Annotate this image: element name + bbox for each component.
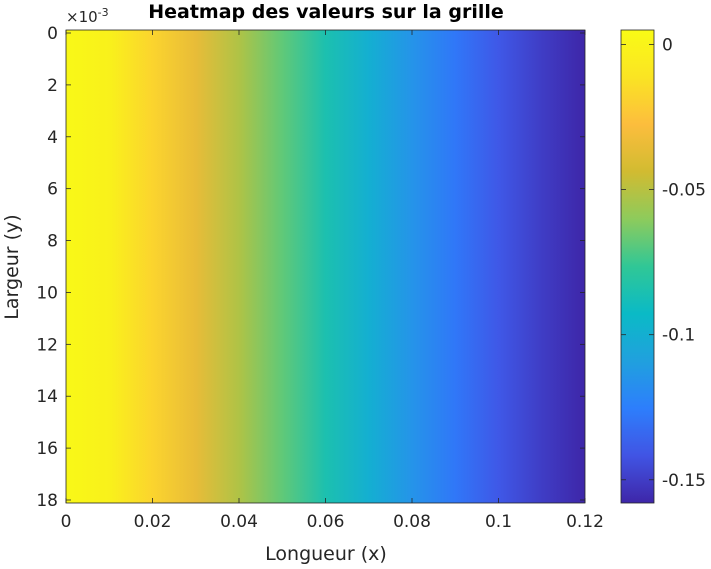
y-tick-label: 16 (36, 439, 58, 459)
x-tick-label: 0.02 (134, 512, 172, 532)
y-tick-label: 6 (47, 180, 58, 200)
x-tick-label: 0.08 (393, 512, 431, 532)
colorbar (620, 29, 655, 504)
y-tick-label: 12 (36, 335, 58, 355)
chart-title: Heatmap des valeurs sur la grille (148, 1, 504, 23)
y-tick-label: 14 (36, 387, 58, 407)
x-tick-label: 0.1 (485, 512, 512, 532)
y-tick-label: 0 (47, 24, 58, 44)
y-axis-exponent: ×10-3 (66, 6, 109, 26)
y-tick-label: 10 (36, 283, 58, 303)
x-axis-label: Longueur (x) (265, 543, 387, 565)
colorbar-tick-label: -0.1 (662, 326, 695, 346)
y-tick-label: 18 (36, 491, 58, 511)
plot-area (66, 30, 585, 503)
colorbar-ticks: 0 -0.05 -0.1 -0.15 (621, 36, 706, 491)
colorbar-tick-label: 0 (662, 36, 673, 56)
x-axis-ticks: 0 0.02 0.04 0.06 0.08 0.1 0.12 (61, 30, 604, 532)
y-axis-label: Largeur (y) (1, 214, 23, 319)
x-tick-label: 0.06 (307, 512, 345, 532)
x-tick-label: 0.04 (220, 512, 258, 532)
y-tick-label: 4 (47, 128, 58, 148)
y-tick-label: 2 (47, 76, 58, 96)
colorbar-tick-label: -0.05 (662, 181, 706, 201)
colorbar-tick-label: -0.15 (662, 471, 706, 491)
y-axis-ticks: 0 2 4 6 8 10 12 14 16 18 (36, 24, 585, 511)
x-tick-label: 0 (61, 512, 72, 532)
x-tick-label: 0.12 (566, 512, 604, 532)
y-tick-label: 8 (47, 232, 58, 252)
